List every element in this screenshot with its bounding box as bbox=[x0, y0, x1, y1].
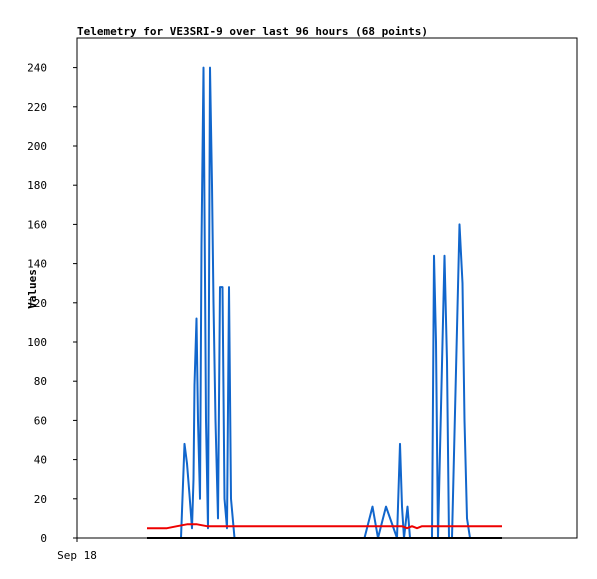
y-tick-label: 40 bbox=[34, 454, 47, 467]
y-tick-label: 140 bbox=[27, 258, 47, 271]
plot-area bbox=[76, 37, 578, 539]
y-tick-label: 0 bbox=[40, 532, 47, 545]
y-tick-label: 20 bbox=[34, 493, 47, 506]
chart-title: Telemetry for VE3SRI-9 over last 96 hour… bbox=[77, 25, 428, 38]
y-tick-label: 120 bbox=[27, 297, 47, 310]
y-tick-label: 180 bbox=[27, 179, 47, 192]
y-tick-label: 220 bbox=[27, 101, 47, 114]
y-tick-label: 100 bbox=[27, 336, 47, 349]
y-tick-label: 200 bbox=[27, 140, 47, 153]
x-tick-label: Sep 18 bbox=[57, 549, 97, 562]
y-axis: 0 20 40 60 80 100 120 140 160 180 200 220 240 bbox=[27, 62, 77, 545]
y-axis-label: Values bbox=[26, 269, 39, 309]
y-tick-label: 60 bbox=[34, 414, 47, 427]
y-tick-label: 160 bbox=[27, 218, 47, 231]
series-layer bbox=[147, 66, 502, 539]
x-axis: Sep 18 bbox=[57, 538, 97, 562]
series-line-2 bbox=[147, 523, 502, 530]
y-tick-label: 240 bbox=[27, 62, 47, 75]
y-tick-label: 80 bbox=[34, 375, 47, 388]
